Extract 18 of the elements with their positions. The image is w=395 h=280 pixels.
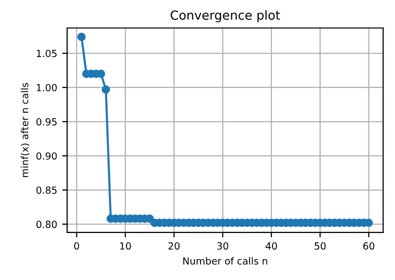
x-axis-title: Number of calls n (183, 257, 268, 265)
x-tick-label: 20 (168, 242, 180, 250)
y-tick-label: 1.05 (36, 50, 57, 58)
point (102, 85, 110, 94)
y-axis-title: minf(x) after n calls (20, 83, 30, 177)
x-tick-label: 50 (314, 242, 326, 250)
y-tick-label: 0.80 (36, 220, 57, 228)
x-tick-label: 60 (363, 242, 374, 250)
y-tick-label: 0.95 (36, 118, 57, 126)
y-tick-label: 0.85 (36, 186, 57, 194)
x-tick-label: 10 (120, 242, 131, 250)
point (77, 32, 86, 42)
y-tick-label: 0.90 (36, 152, 57, 160)
x-tick-label: 30 (217, 242, 228, 250)
x-tick-label: 0 (74, 242, 80, 250)
x-tick-label: 40 (266, 242, 277, 250)
chart-title: Convergence plot (170, 10, 280, 22)
y-tick-label: 1.00 (36, 84, 57, 92)
